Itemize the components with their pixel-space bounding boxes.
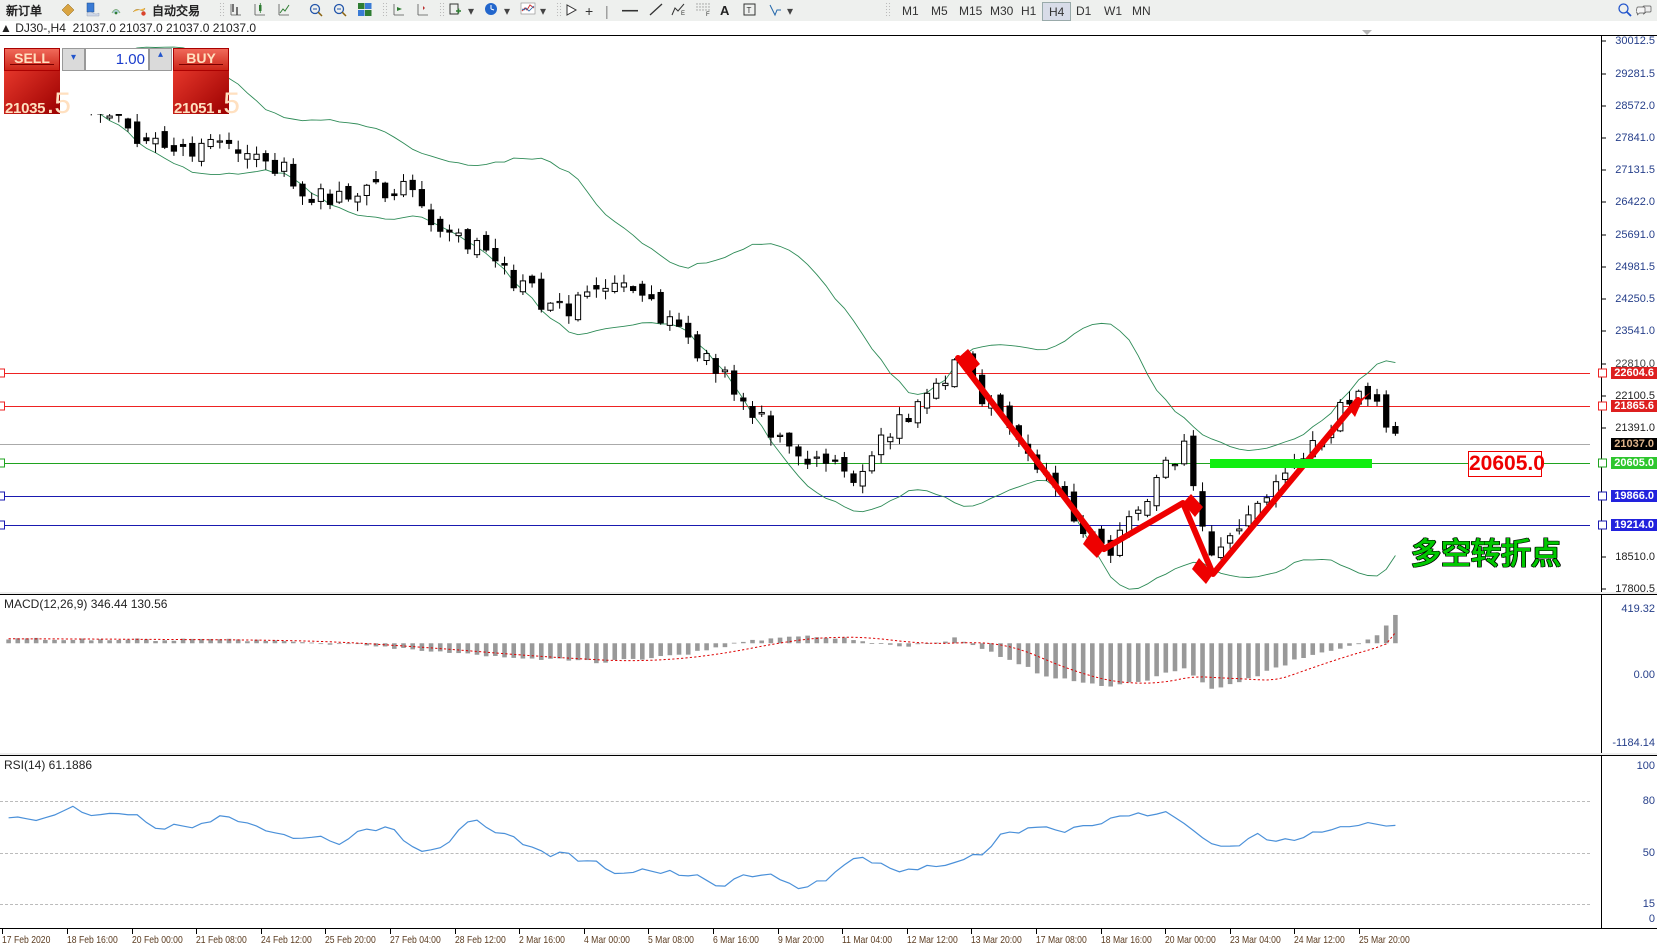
- svg-text:F: F: [706, 12, 710, 18]
- svg-text:E: E: [681, 11, 685, 17]
- svg-text:T: T: [747, 6, 752, 15]
